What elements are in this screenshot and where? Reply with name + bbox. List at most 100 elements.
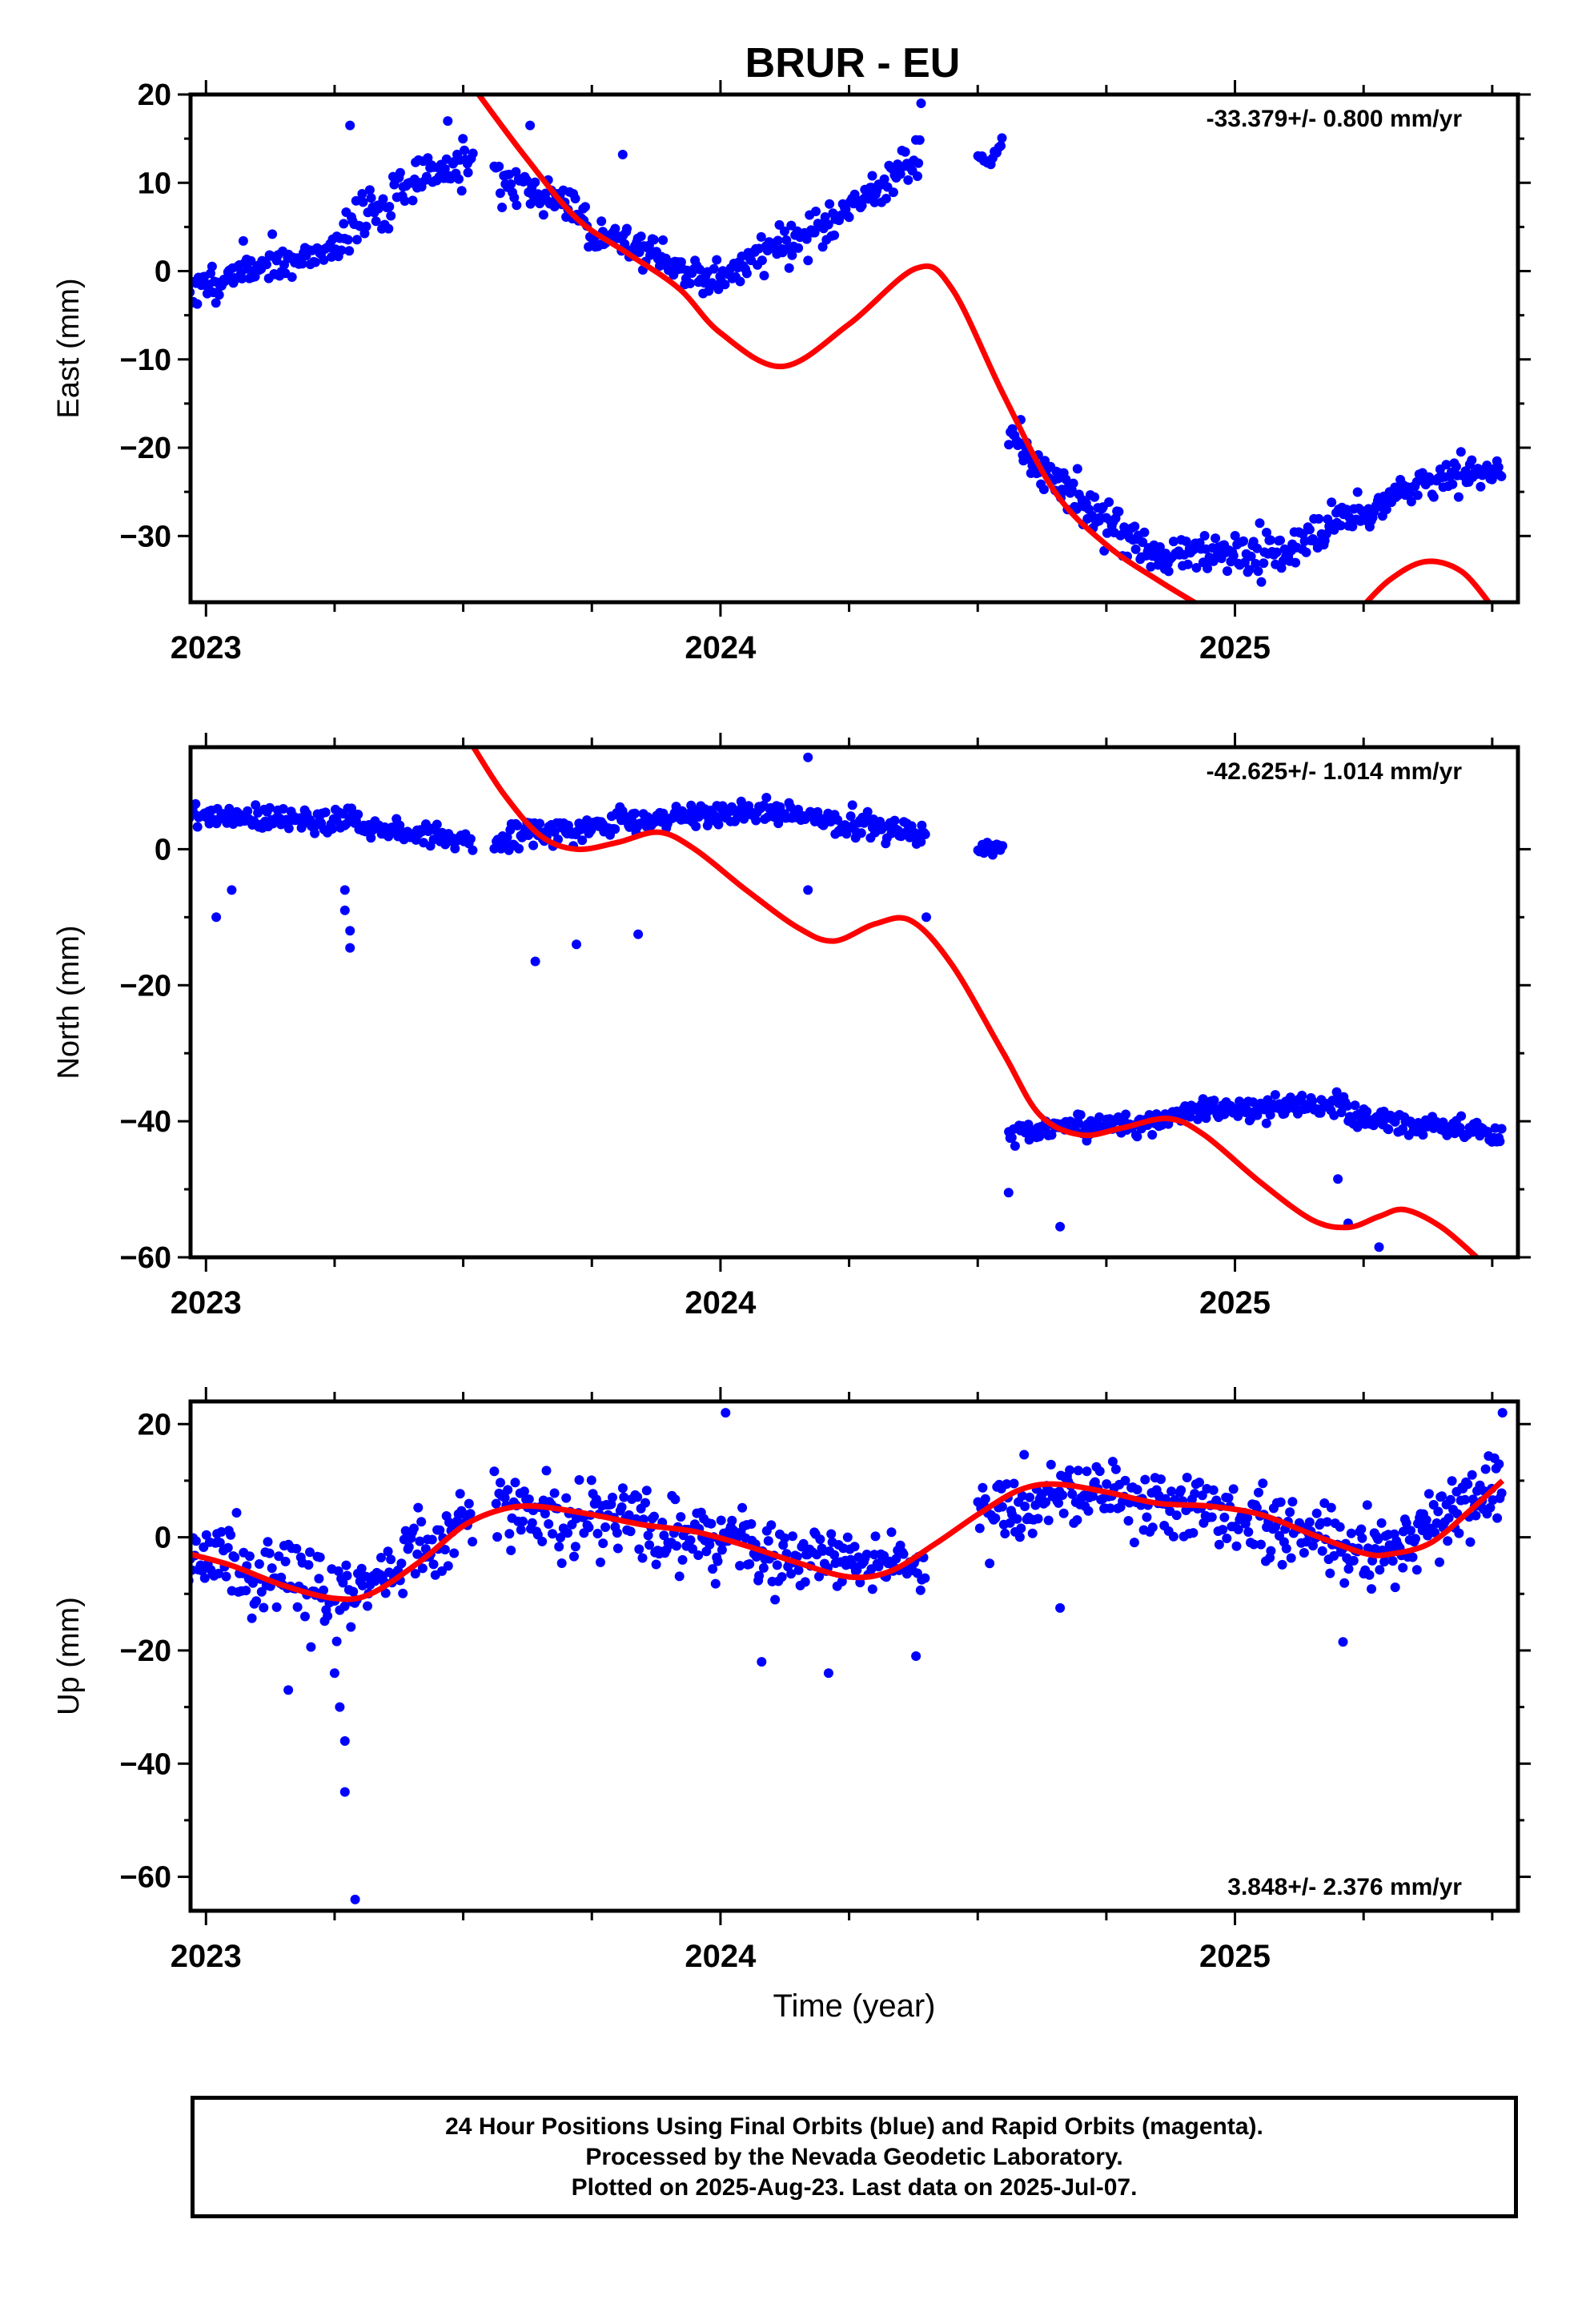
data-point — [378, 194, 388, 204]
data-point — [708, 1564, 718, 1574]
data-point — [1231, 1541, 1242, 1551]
data-point — [746, 1519, 757, 1529]
data-point — [630, 808, 640, 818]
data-point — [1370, 1544, 1380, 1554]
data-point — [717, 1545, 727, 1555]
data-point — [784, 263, 794, 273]
data-point — [341, 1560, 351, 1570]
data-point — [1038, 485, 1049, 495]
data-point — [712, 255, 722, 265]
panel-up: 20 0 −20 −40 −60 2023 2024 2025 Up (mm) Time (yea… — [52, 1387, 1531, 2024]
model-curve-east-b — [1363, 558, 1492, 602]
data-point — [1265, 1110, 1275, 1120]
y-axis-label: North (mm) — [52, 925, 86, 1079]
data-point — [331, 1636, 342, 1647]
data-point — [622, 223, 632, 234]
data-point — [1304, 525, 1315, 535]
y-tick-label: 0 — [155, 1522, 171, 1555]
data-point — [1483, 1127, 1492, 1136]
data-point — [243, 806, 253, 816]
data-point — [267, 1563, 277, 1574]
data-point — [648, 235, 659, 245]
model-curve-up — [191, 1478, 1505, 1602]
rate-annotation: -42.625+/- 1.014 mm/yr — [1207, 758, 1463, 785]
data-point — [1147, 1522, 1158, 1533]
data-point — [1261, 1118, 1271, 1128]
data-point — [1010, 1141, 1020, 1151]
data-point — [862, 806, 873, 817]
data-point — [1259, 558, 1269, 569]
data-point — [264, 802, 275, 813]
data-point — [570, 194, 580, 203]
data-point — [793, 243, 804, 253]
data-point — [772, 1560, 782, 1570]
data-point — [658, 235, 669, 245]
data-point — [1480, 1464, 1491, 1474]
data-point — [709, 263, 719, 274]
data-point — [1356, 1524, 1367, 1534]
data-point — [833, 814, 843, 825]
data-point — [1364, 1570, 1375, 1580]
data-point — [519, 1486, 529, 1497]
data-point — [506, 179, 516, 189]
data-point — [1208, 1485, 1219, 1495]
data-point — [888, 187, 898, 198]
data-point-outlier — [757, 1657, 767, 1667]
data-point — [1058, 1508, 1069, 1518]
data-point — [465, 834, 476, 844]
data-point — [561, 1493, 572, 1503]
data-point — [1094, 1112, 1105, 1122]
data-point — [1287, 1497, 1298, 1507]
data-point — [530, 177, 540, 187]
data-point — [1421, 1515, 1431, 1525]
data-point — [259, 1602, 269, 1613]
data-point — [1142, 1512, 1152, 1522]
data-point — [1275, 535, 1285, 545]
data-point-outlier — [345, 120, 355, 131]
data-point — [1443, 1536, 1453, 1546]
data-point — [779, 226, 789, 236]
data-point — [1447, 1476, 1457, 1486]
data-point — [1362, 1107, 1372, 1116]
data-point — [1467, 455, 1477, 465]
data-point — [1123, 1516, 1134, 1526]
data-point-outlier — [1055, 1221, 1066, 1232]
data-point — [410, 1569, 420, 1579]
data-point — [1130, 521, 1140, 532]
data-point — [1433, 1506, 1443, 1517]
data-point — [1428, 492, 1439, 502]
data-point — [292, 1602, 303, 1612]
data-point — [612, 1543, 623, 1554]
data-point — [1363, 1543, 1373, 1554]
data-point — [672, 1541, 681, 1551]
x-tick-label: 2025 — [1199, 630, 1271, 665]
data-point — [1244, 565, 1255, 575]
data-point — [549, 827, 560, 837]
data-point — [1139, 527, 1150, 537]
data-point — [1190, 1489, 1200, 1499]
data-point — [1046, 1130, 1057, 1140]
data-point — [1342, 505, 1351, 515]
data-point — [1105, 1503, 1115, 1514]
data-point — [1463, 1479, 1473, 1490]
data-point — [756, 231, 766, 242]
data-point — [1471, 1510, 1481, 1521]
data-point — [641, 1486, 652, 1496]
data-point — [366, 833, 376, 843]
data-point — [798, 1538, 809, 1549]
data-point — [1437, 1491, 1447, 1502]
data-point — [1454, 1528, 1464, 1538]
data-point — [1195, 1478, 1204, 1488]
figure-title: BRUR - EU — [745, 40, 961, 86]
data-point — [803, 255, 813, 266]
data-point — [608, 1492, 617, 1502]
y-tick-label: −40 — [120, 1105, 171, 1139]
data-point — [540, 1509, 550, 1519]
data-point — [320, 807, 331, 818]
data-point — [528, 840, 539, 850]
data-point — [1308, 1541, 1318, 1551]
data-point — [1307, 1096, 1318, 1106]
y-tick-label: −20 — [120, 969, 171, 1003]
data-point — [1256, 577, 1267, 587]
data-point — [514, 843, 524, 854]
